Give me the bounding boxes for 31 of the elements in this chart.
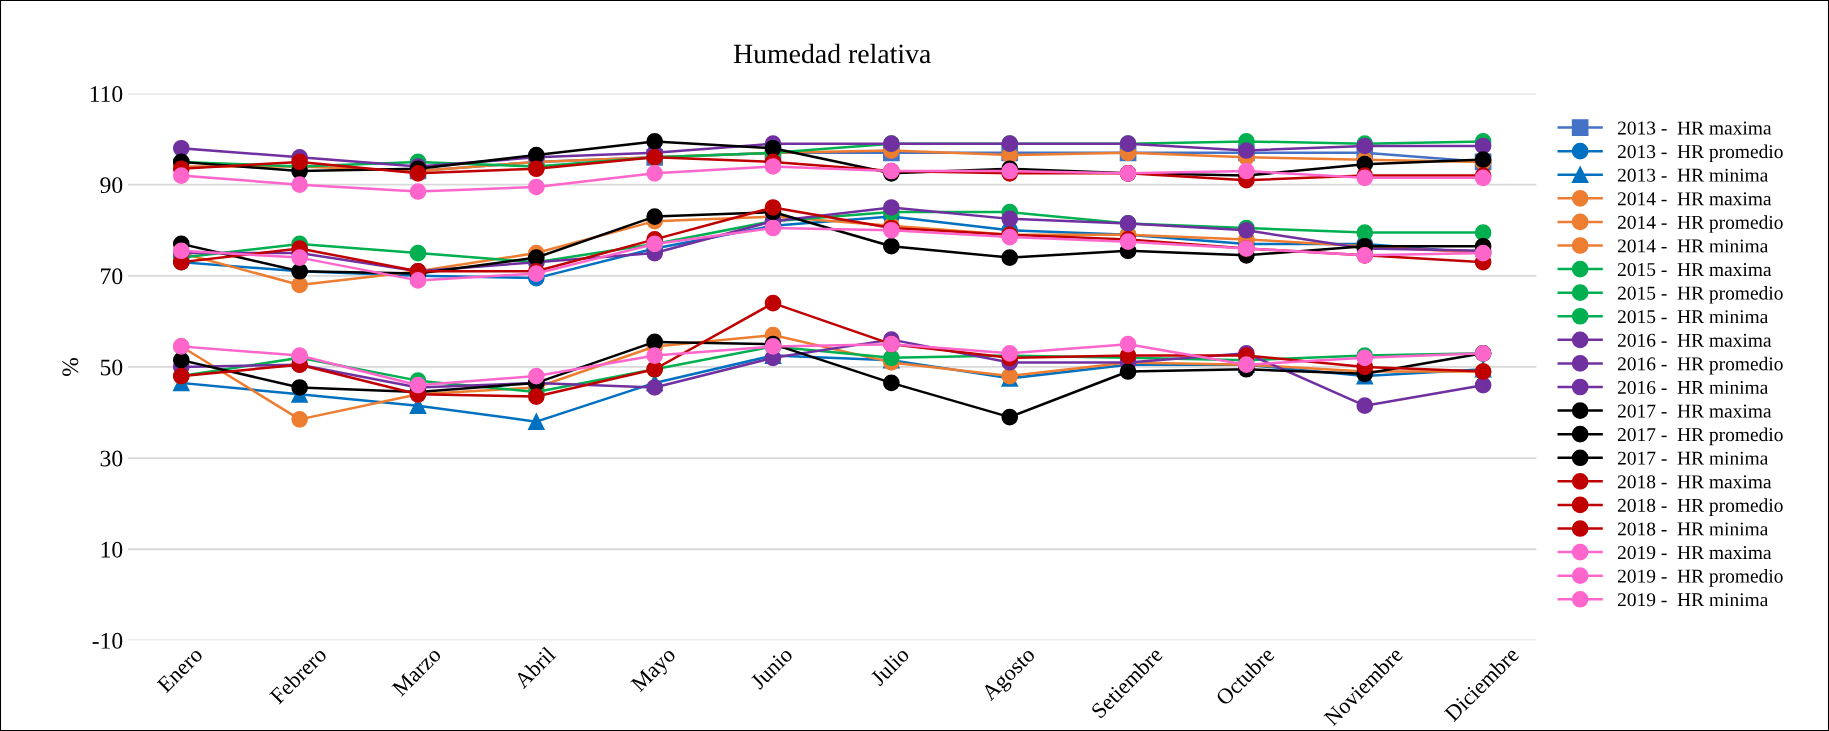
legend-label: 2017 - HR maxima [1617,404,1772,418]
legend-label: 2016 - HR maxima [1617,333,1772,347]
y-tick-label: -10 [92,632,123,649]
legend-label: 2018 - HR maxima [1617,475,1772,489]
chart-title: Humedad relativa [733,43,931,64]
y-tick-label: 90 [100,177,123,194]
legend-label: 2014 - HR maxima [1617,192,1772,206]
legend-label: 2018 - HR minima [1617,522,1769,536]
legend-label: 2017 - HR minima [1617,451,1769,465]
legend-label: 2018 - HR promedio [1617,498,1783,516]
legend-label: 2019 - HR maxima [1617,545,1772,560]
legend-label: 2015 - HR promedio [1617,285,1783,304]
legend-label: 2013 - HR maxima [1617,121,1772,135]
y-tick-label: 10 [101,541,123,558]
y-tick-label: 110 [90,86,123,102]
legend-label: 2015 - HR minima [1617,310,1769,324]
y-tick-label: 70 [101,268,123,285]
legend-label: 2019 - HR minima [1617,593,1769,607]
legend-label: 2014 - HR minima [1617,239,1769,253]
y-tick-label: 50 [100,359,123,376]
legend-label: 2013 - HR promedio [1617,144,1783,163]
legend-label: 2016 - HR promedio [1617,356,1783,375]
legend-label: 2013 - HR minima [1617,168,1769,182]
legend-label: 2017 - HR promedio [1617,427,1783,446]
x-tick-label: Julio [869,645,910,687]
legend-label: 2016 - HR minima [1617,380,1769,395]
y-axis-title: % [62,357,79,376]
legend-label: 2019 - HR promedio [1617,569,1783,587]
legend-label: 2014 - HR promedio [1617,215,1783,233]
legend-label: 2015 - HR maxima [1617,262,1772,277]
y-tick-label: 30 [100,450,123,467]
